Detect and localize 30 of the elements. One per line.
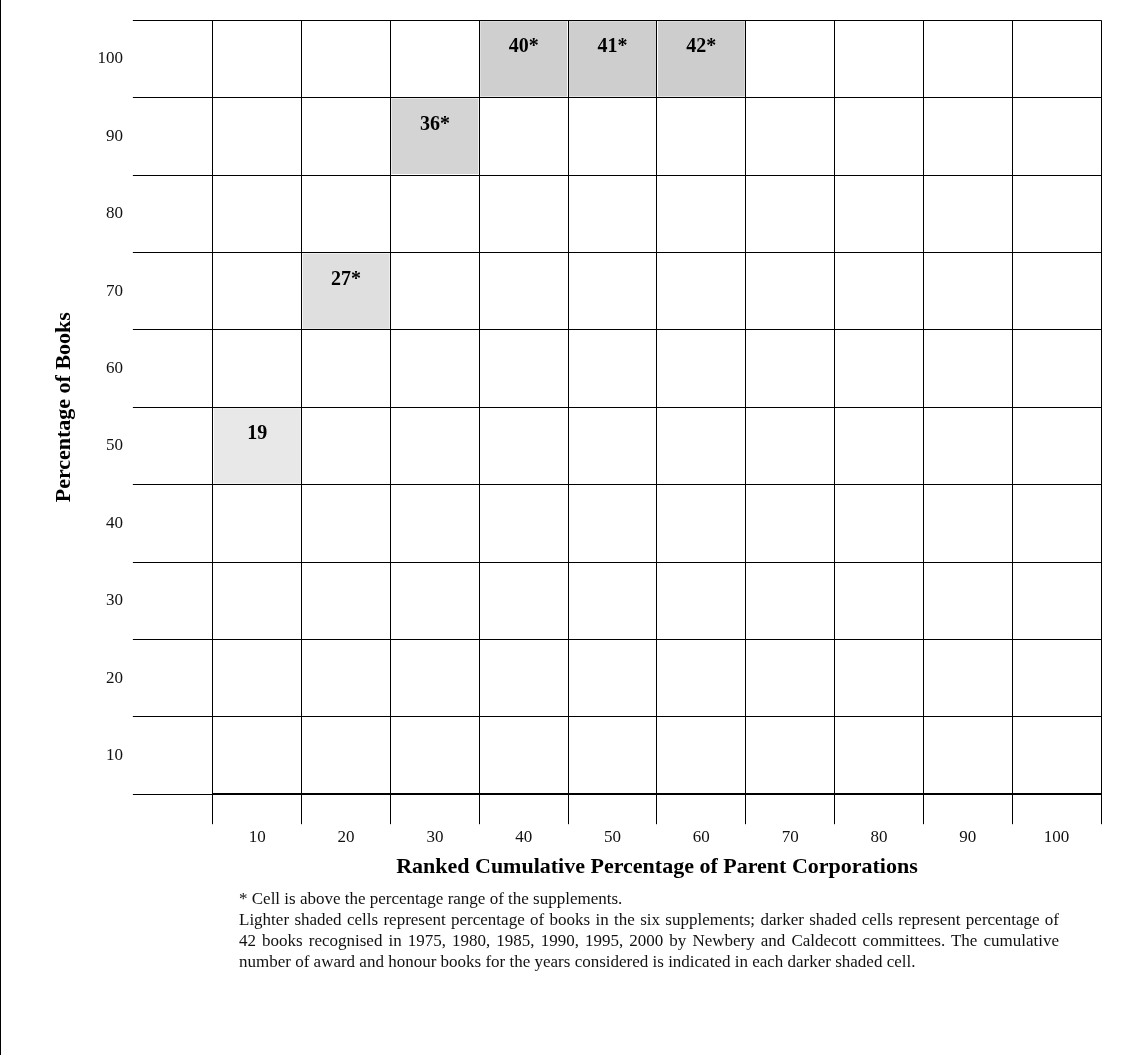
x-tick-label: 70: [781, 826, 799, 846]
x-tick-label: 10: [248, 826, 266, 846]
x-tick-label: 90: [959, 826, 977, 846]
y-tick-label: 40: [105, 512, 123, 532]
y-tick-label: 90: [105, 125, 123, 145]
data-label: 19: [247, 421, 268, 444]
data-label: 41*: [597, 34, 628, 57]
x-tick-label: 100: [1043, 826, 1070, 846]
y-tick-label: 20: [105, 667, 123, 687]
y-tick-label: 60: [105, 357, 123, 377]
data-label: 40*: [508, 34, 539, 57]
x-tick-label: 60: [692, 826, 710, 846]
y-axis-title: Percentage of Books: [49, 311, 75, 503]
y-tick-label: 100: [97, 48, 123, 68]
data-label: 36*: [419, 111, 450, 134]
data-label: 27*: [331, 266, 362, 289]
x-tick-label: 40: [515, 826, 533, 846]
x-tick-label: 30: [426, 826, 444, 846]
text: Lighter shaded cells represent percentage of books in the six supplements; darker shaded cells represent percentage of 42 books recognised in 1975, 1980, 1985, 1990, 1995, 2000 by Newbery and Caldecott committees. The cumulative number of award and honour books for the years considered is indicated in each darker shaded cell.: [239, 909, 1059, 972]
x-tick-label: 50: [604, 826, 622, 846]
text: * Cell is above the percentage range of the supplements.: [239, 888, 624, 909]
x-axis-title: Ranked Cumulative Percentage of Parent Corporations: [396, 853, 919, 879]
y-tick-label: 70: [105, 280, 123, 300]
x-tick-label: 80: [870, 826, 888, 846]
data-label: 42*: [686, 34, 717, 57]
x-tick-label: 20: [337, 826, 355, 846]
y-tick-label: 10: [105, 744, 123, 764]
y-tick-label: 50: [105, 435, 123, 455]
y-tick-label: 30: [105, 590, 123, 610]
y-tick-label: 80: [105, 203, 123, 223]
